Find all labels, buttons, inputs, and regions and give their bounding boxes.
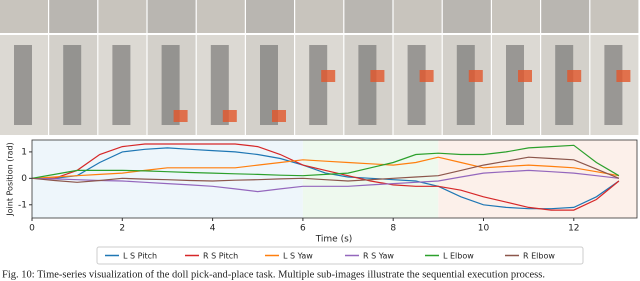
phase-region [438,140,637,218]
robot [407,45,426,125]
legend-label: L S Yaw [283,252,313,261]
y-tick-label: 0 [21,174,27,184]
legend-label: R S Pitch [203,252,238,261]
robot [506,45,524,125]
doll [419,70,434,82]
x-tick-label: 2 [119,224,125,234]
robot [260,45,278,125]
series-line [31,156,620,179]
phase-region [302,140,439,218]
robot [555,45,574,125]
doll [567,70,582,82]
photo-frame [147,0,196,33]
phase-region [32,140,303,218]
y-axis-label: Joint Position (rad) [6,142,15,216]
photo-frame [246,0,294,33]
photo-frame [492,0,540,33]
robot [210,45,229,125]
series-line [31,169,619,193]
robot [604,45,623,125]
doll [173,110,188,122]
doll [321,70,336,82]
x-tick-label: 4 [210,224,216,234]
photo-frame [295,0,344,33]
series-line [32,147,620,210]
robot [14,45,32,125]
series-line [32,143,620,211]
x-tick-label: 8 [390,224,396,234]
photo-frame [49,0,98,33]
photo-frame [541,0,590,33]
legend-label: R Elbow [523,252,555,261]
doll [518,70,532,82]
plot-frame [31,139,638,219]
x-tick-label: 10 [478,224,490,234]
robot [309,45,328,125]
series-line [31,144,620,179]
photo-frame [0,0,48,33]
series-line [31,156,620,183]
photo-frame [393,0,442,33]
legend-label: L Elbow [443,252,474,261]
robot [456,45,475,125]
photo-frame [590,0,639,33]
x-tick-label: 12 [568,224,579,234]
robot [161,45,180,125]
y-tick-label: 1 [21,147,27,157]
photo-frame [98,0,147,33]
legend-label: R S Yaw [363,252,394,261]
photo-frame [442,0,491,33]
doll [468,70,483,82]
robot [112,45,131,125]
doll [222,110,237,122]
doll [616,70,631,82]
doll [370,70,385,82]
caption: Fig. 10: Time-series visualization of th… [2,269,545,280]
doll [272,110,286,122]
x-tick-label: 6 [300,224,306,234]
legend [96,246,584,265]
y-tick-label: -1 [18,200,27,210]
x-tick-label: 0 [29,224,35,234]
robot [63,45,82,125]
photo-frame [196,0,245,33]
photo-frame [344,0,393,33]
photo-strip [0,0,639,135]
legend-label: L S Pitch [123,252,157,261]
x-axis-label: Time (s) [315,235,353,245]
robot [358,45,377,125]
